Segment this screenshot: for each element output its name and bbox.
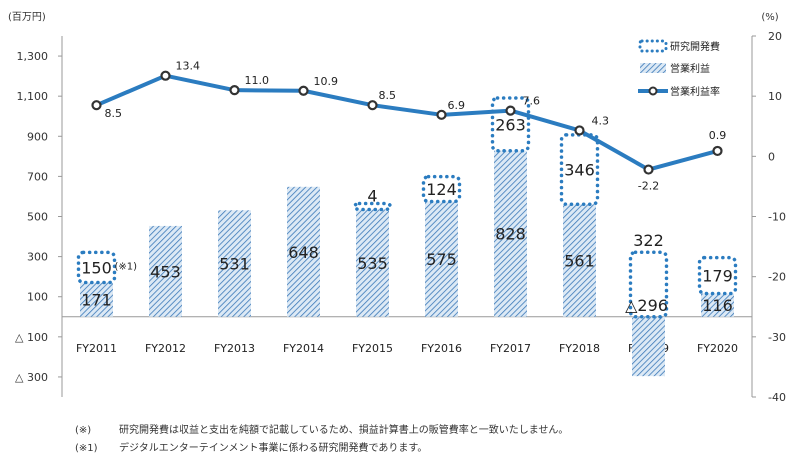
- rnd-value-label: 346: [564, 161, 595, 180]
- x-tick-label: FY2013: [214, 342, 255, 355]
- left-tick-label: 300: [27, 251, 48, 264]
- margin-value-label: 6.9: [448, 99, 466, 112]
- right-tick-label: 20: [768, 30, 782, 43]
- left-axis-unit: (百万円): [8, 11, 46, 23]
- rnd-value-label: 179: [702, 267, 733, 286]
- profit-bar: [425, 201, 458, 317]
- margin-value-label: 7.6: [523, 95, 541, 108]
- right-tick-label: -20: [768, 271, 786, 284]
- profit-bar: [563, 204, 596, 317]
- x-tick-label: FY2011: [76, 342, 117, 355]
- x-tick-label: FY2018: [559, 342, 600, 355]
- left-tick-label: 900: [27, 130, 48, 143]
- margin-point: [574, 125, 585, 136]
- right-tick-label: 0: [768, 150, 775, 163]
- margin-point: [160, 70, 171, 81]
- legend-rnd-label: 研究開発費: [670, 40, 720, 53]
- margin-value-label: 4.3: [592, 114, 610, 127]
- right-axis-unit: (%): [761, 12, 778, 23]
- footnote-1-mark: (※): [75, 425, 92, 436]
- margin-point: [298, 85, 309, 96]
- x-tick-label: FY2017: [490, 342, 531, 355]
- margin-value-label: 11.0: [245, 74, 270, 87]
- legend-profit-swatch: [640, 63, 666, 73]
- profit-bar: [218, 210, 251, 317]
- left-tick-label: 1,300: [17, 50, 49, 63]
- legend-margin-point: [648, 86, 658, 96]
- margin-point: [367, 100, 378, 111]
- margin-value-label: 13.4: [176, 60, 201, 73]
- left-tick-label: △ 300: [15, 371, 48, 384]
- left-tick-label: 700: [27, 170, 48, 183]
- rnd-value-label: 4: [367, 186, 377, 205]
- profit-value-label: 561: [564, 252, 595, 271]
- legend-profit-label: 営業利益: [670, 62, 710, 75]
- profit-bar: [287, 186, 320, 317]
- rnd-box: [352, 201, 393, 212]
- profit-bar: [701, 293, 734, 317]
- right-tick-label: -10: [768, 211, 786, 224]
- right-tick-label: -30: [768, 331, 786, 344]
- margin-point: [91, 100, 102, 111]
- profit-value-label: 535: [357, 254, 388, 273]
- profit-value-label: 453: [150, 262, 181, 281]
- profit-value-label: 648: [288, 243, 319, 262]
- profit-bar: [356, 209, 389, 317]
- legend-margin-label: 営業利益率: [670, 85, 720, 98]
- x-tick-label: FY2015: [352, 342, 393, 355]
- profit-bar: [80, 282, 113, 317]
- x-tick-label: FY2020: [697, 342, 738, 355]
- rnd-box: [490, 96, 531, 153]
- legend-rnd-swatch: [638, 39, 668, 53]
- rnd-value-label: 322: [633, 231, 664, 250]
- x-tick-label: FY2014: [283, 342, 324, 355]
- footnote-2-text: デジタルエンターテインメント事業に係わる研究開発費であります。: [119, 443, 428, 454]
- rnd-value-label: 263: [495, 115, 526, 134]
- margin-value-label: -2.2: [638, 180, 659, 193]
- margin-point: [505, 105, 516, 116]
- left-tick-label: △ 100: [15, 331, 48, 344]
- margin-value-label: 8.5: [379, 89, 397, 102]
- footnote-2-mark: (※1): [75, 443, 98, 454]
- left-tick-label: 1,100: [17, 90, 49, 103]
- margin-value-label: 0.9: [709, 129, 727, 142]
- profit-bar: [632, 316, 665, 377]
- rnd-value-label: 124: [426, 180, 457, 199]
- left-tick-label: 500: [27, 211, 48, 224]
- footnote-1: (※) 研究開発費は収益と支出を純額で記載しているため、損益計算書上の販管費率と一…: [75, 421, 568, 436]
- rnd-value-label: 150: [81, 258, 112, 277]
- margin-value-label: 10.9: [314, 75, 339, 88]
- x-tick-label: FY2016: [421, 342, 462, 355]
- profit-value-label: 116: [702, 296, 733, 315]
- profit-value-label: 575: [426, 250, 457, 269]
- margin-value-label: 8.5: [105, 107, 123, 120]
- footnote-2: (※1) デジタルエンターテインメント事業に係わる研究開発費であります。: [75, 439, 427, 454]
- margin-point: [643, 164, 654, 175]
- right-tick-label: 10: [768, 90, 782, 103]
- margin-point: [229, 85, 240, 96]
- profit-value-label: △296: [625, 296, 668, 315]
- profit-bar: [149, 225, 182, 317]
- profit-value-label: 171: [81, 291, 112, 310]
- margin-line: [95, 73, 719, 172]
- margin-point: [436, 109, 447, 120]
- rnd-box: [76, 250, 117, 285]
- footnote-1-text: 研究開発費は収益と支出を純額で記載しているため、損益計算書上の販管費率と一致いた…: [119, 425, 569, 436]
- left-tick-label: 100: [27, 291, 48, 304]
- profit-bar: [494, 150, 527, 317]
- right-tick-label: -40: [768, 391, 786, 404]
- x-tick-label: FY2012: [145, 342, 186, 355]
- margin-point: [712, 145, 723, 157]
- rnd-box: [697, 255, 738, 296]
- rnd-box: [628, 250, 669, 319]
- profit-value-label: 531: [219, 255, 250, 274]
- rnd-box: [421, 174, 462, 204]
- profit-value-label: 828: [495, 225, 526, 244]
- rnd-note-marker: (※1): [115, 261, 138, 272]
